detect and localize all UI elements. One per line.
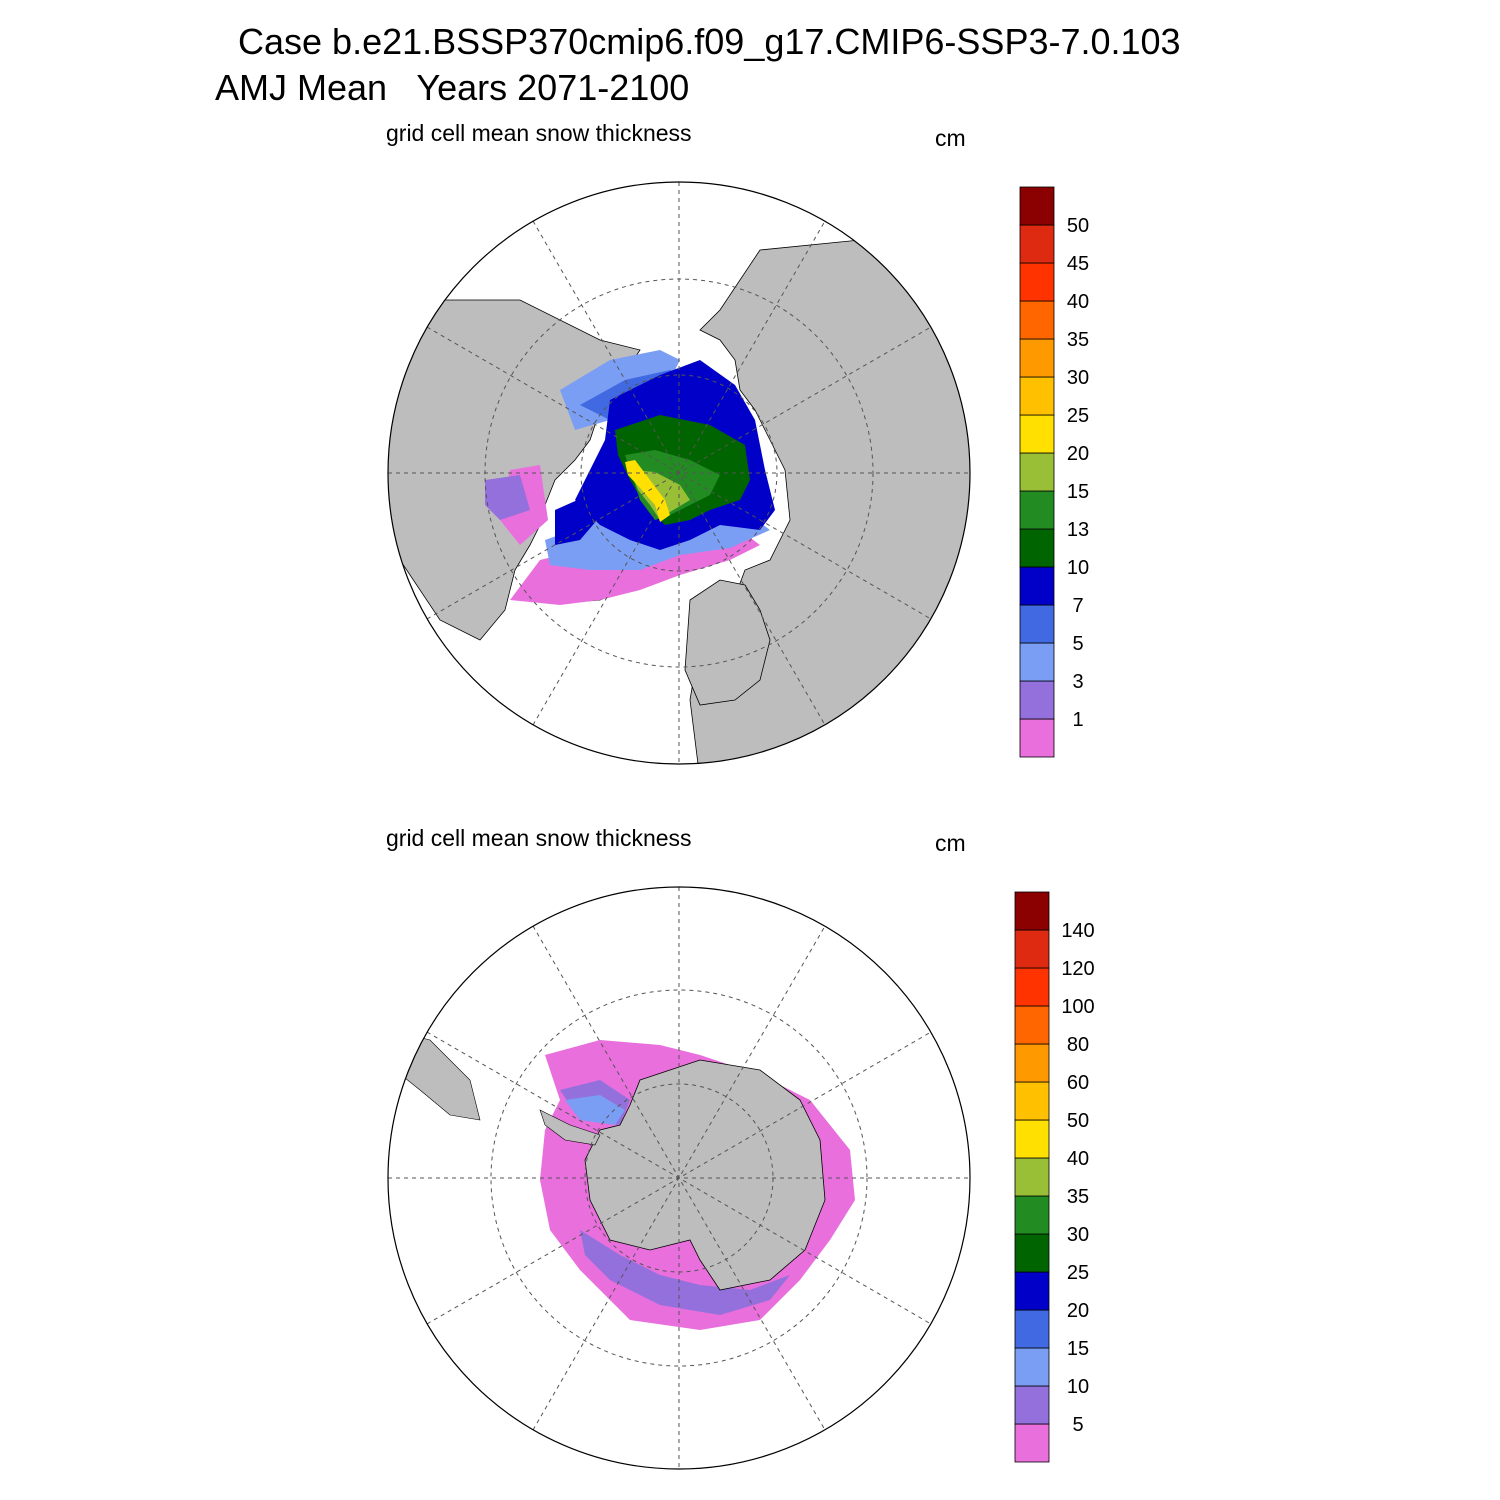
colorbar-tick-label: 40 [1067, 1148, 1089, 1170]
colorbar-tick-label: 50 [1067, 1110, 1089, 1132]
colorbar-box [1014, 1195, 1050, 1235]
colorbar-box [1019, 718, 1055, 758]
south-variable-label: grid cell mean snow thickness [386, 825, 692, 851]
colorbar-box [1019, 300, 1055, 340]
colorbar-tick-label: 20 [1067, 1300, 1089, 1322]
colorbar-box [1019, 414, 1055, 454]
colorbar-tick-label: 35 [1067, 1186, 1089, 1208]
colorbar-tick-label: 10 [1067, 1376, 1089, 1398]
colorbar-tick-label: 5 [1072, 1414, 1083, 1436]
colorbar-box [1019, 186, 1055, 226]
south-land-antarctica [584, 1059, 826, 1291]
colorbar-box [1019, 490, 1055, 530]
north-map-border [387, 181, 971, 765]
figure-title-period: AMJ Mean Years 2071-2100 [215, 67, 690, 108]
colorbar-box [1014, 1157, 1050, 1197]
colorbar-tick-label: 30 [1067, 367, 1089, 389]
colorbar-tick-label: 25 [1067, 405, 1089, 427]
south-map-border [387, 886, 971, 1470]
colorbar-box [1019, 642, 1055, 682]
colorbar-tick-label: 60 [1067, 1072, 1089, 1094]
north-units-label: cm [935, 125, 966, 151]
colorbar-tick-label: 120 [1061, 958, 1094, 980]
colorbar-box [1019, 224, 1055, 264]
south-polar-map [387, 886, 971, 1470]
colorbar-tick-label: 45 [1067, 253, 1089, 275]
south-units-label: cm [935, 830, 966, 856]
colorbar-tick-label: 50 [1067, 215, 1089, 237]
colorbar-box [1019, 376, 1055, 416]
south-graticule [388, 887, 970, 1469]
colorbar-box [1019, 566, 1055, 606]
north-snow-band-2 [485, 475, 530, 520]
north-graticule [388, 182, 970, 764]
colorbar-box [1014, 929, 1050, 969]
north-land-europe [684, 579, 771, 706]
colorbar-box [1014, 1423, 1050, 1463]
colorbar-tick-label: 100 [1061, 996, 1094, 1018]
colorbar-box [1014, 1119, 1050, 1159]
colorbar-box [1014, 967, 1050, 1007]
colorbar-box [1019, 528, 1055, 568]
figure-title-case: Case b.e21.BSSP370cmip6.f09_g17.CMIP6-SS… [238, 21, 1181, 62]
north-snow-band-7b [555, 490, 610, 545]
colorbar-box [1019, 680, 1055, 720]
colorbar-box [1014, 1347, 1050, 1387]
colorbar-tick-label: 13 [1067, 519, 1089, 541]
colorbar-box [1019, 452, 1055, 492]
colorbar-box [1014, 891, 1050, 931]
colorbar-tick-label: 15 [1067, 1338, 1089, 1360]
colorbar-tick-label: 3 [1072, 671, 1083, 693]
south-snow-band-15 [565, 1095, 625, 1125]
colorbar-tick-label: 5 [1072, 633, 1083, 655]
colorbar-tick-label: 30 [1067, 1224, 1089, 1246]
colorbar-tick-label: 25 [1067, 1262, 1089, 1284]
north-variable-label: grid cell mean snow thickness [386, 120, 692, 146]
south-colorbar: 5 10 15 20 25 30 35 40 50 60 80 100 120 140 [1014, 891, 1095, 1463]
colorbar-tick-label: 80 [1067, 1034, 1089, 1056]
colorbar-tick-label: 140 [1061, 920, 1094, 942]
north-polar-map [387, 181, 971, 765]
south-snow-band-10b [580, 1230, 790, 1315]
colorbar-tick-label: 7 [1072, 595, 1083, 617]
south-land-peninsula [539, 1109, 601, 1146]
colorbar-tick-label: 10 [1067, 557, 1089, 579]
colorbar-tick-label: 15 [1067, 481, 1089, 503]
colorbar-tick-label: 35 [1067, 329, 1089, 351]
colorbar-box [1019, 262, 1055, 302]
colorbar-tick-label: 40 [1067, 291, 1089, 313]
colorbar-box [1014, 1271, 1050, 1311]
colorbar-box [1014, 1233, 1050, 1273]
colorbar-box [1014, 1081, 1050, 1121]
colorbar-box [1019, 604, 1055, 644]
north-snow-band-20 [625, 460, 670, 522]
colorbar-box [1019, 338, 1055, 378]
colorbar-box [1014, 1385, 1050, 1425]
colorbar-tick-label: 20 [1067, 443, 1089, 465]
colorbar-box [1014, 1309, 1050, 1349]
colorbar-box [1014, 1043, 1050, 1083]
colorbar-tick-label: 1 [1072, 709, 1083, 731]
colorbar-box [1014, 1005, 1050, 1045]
